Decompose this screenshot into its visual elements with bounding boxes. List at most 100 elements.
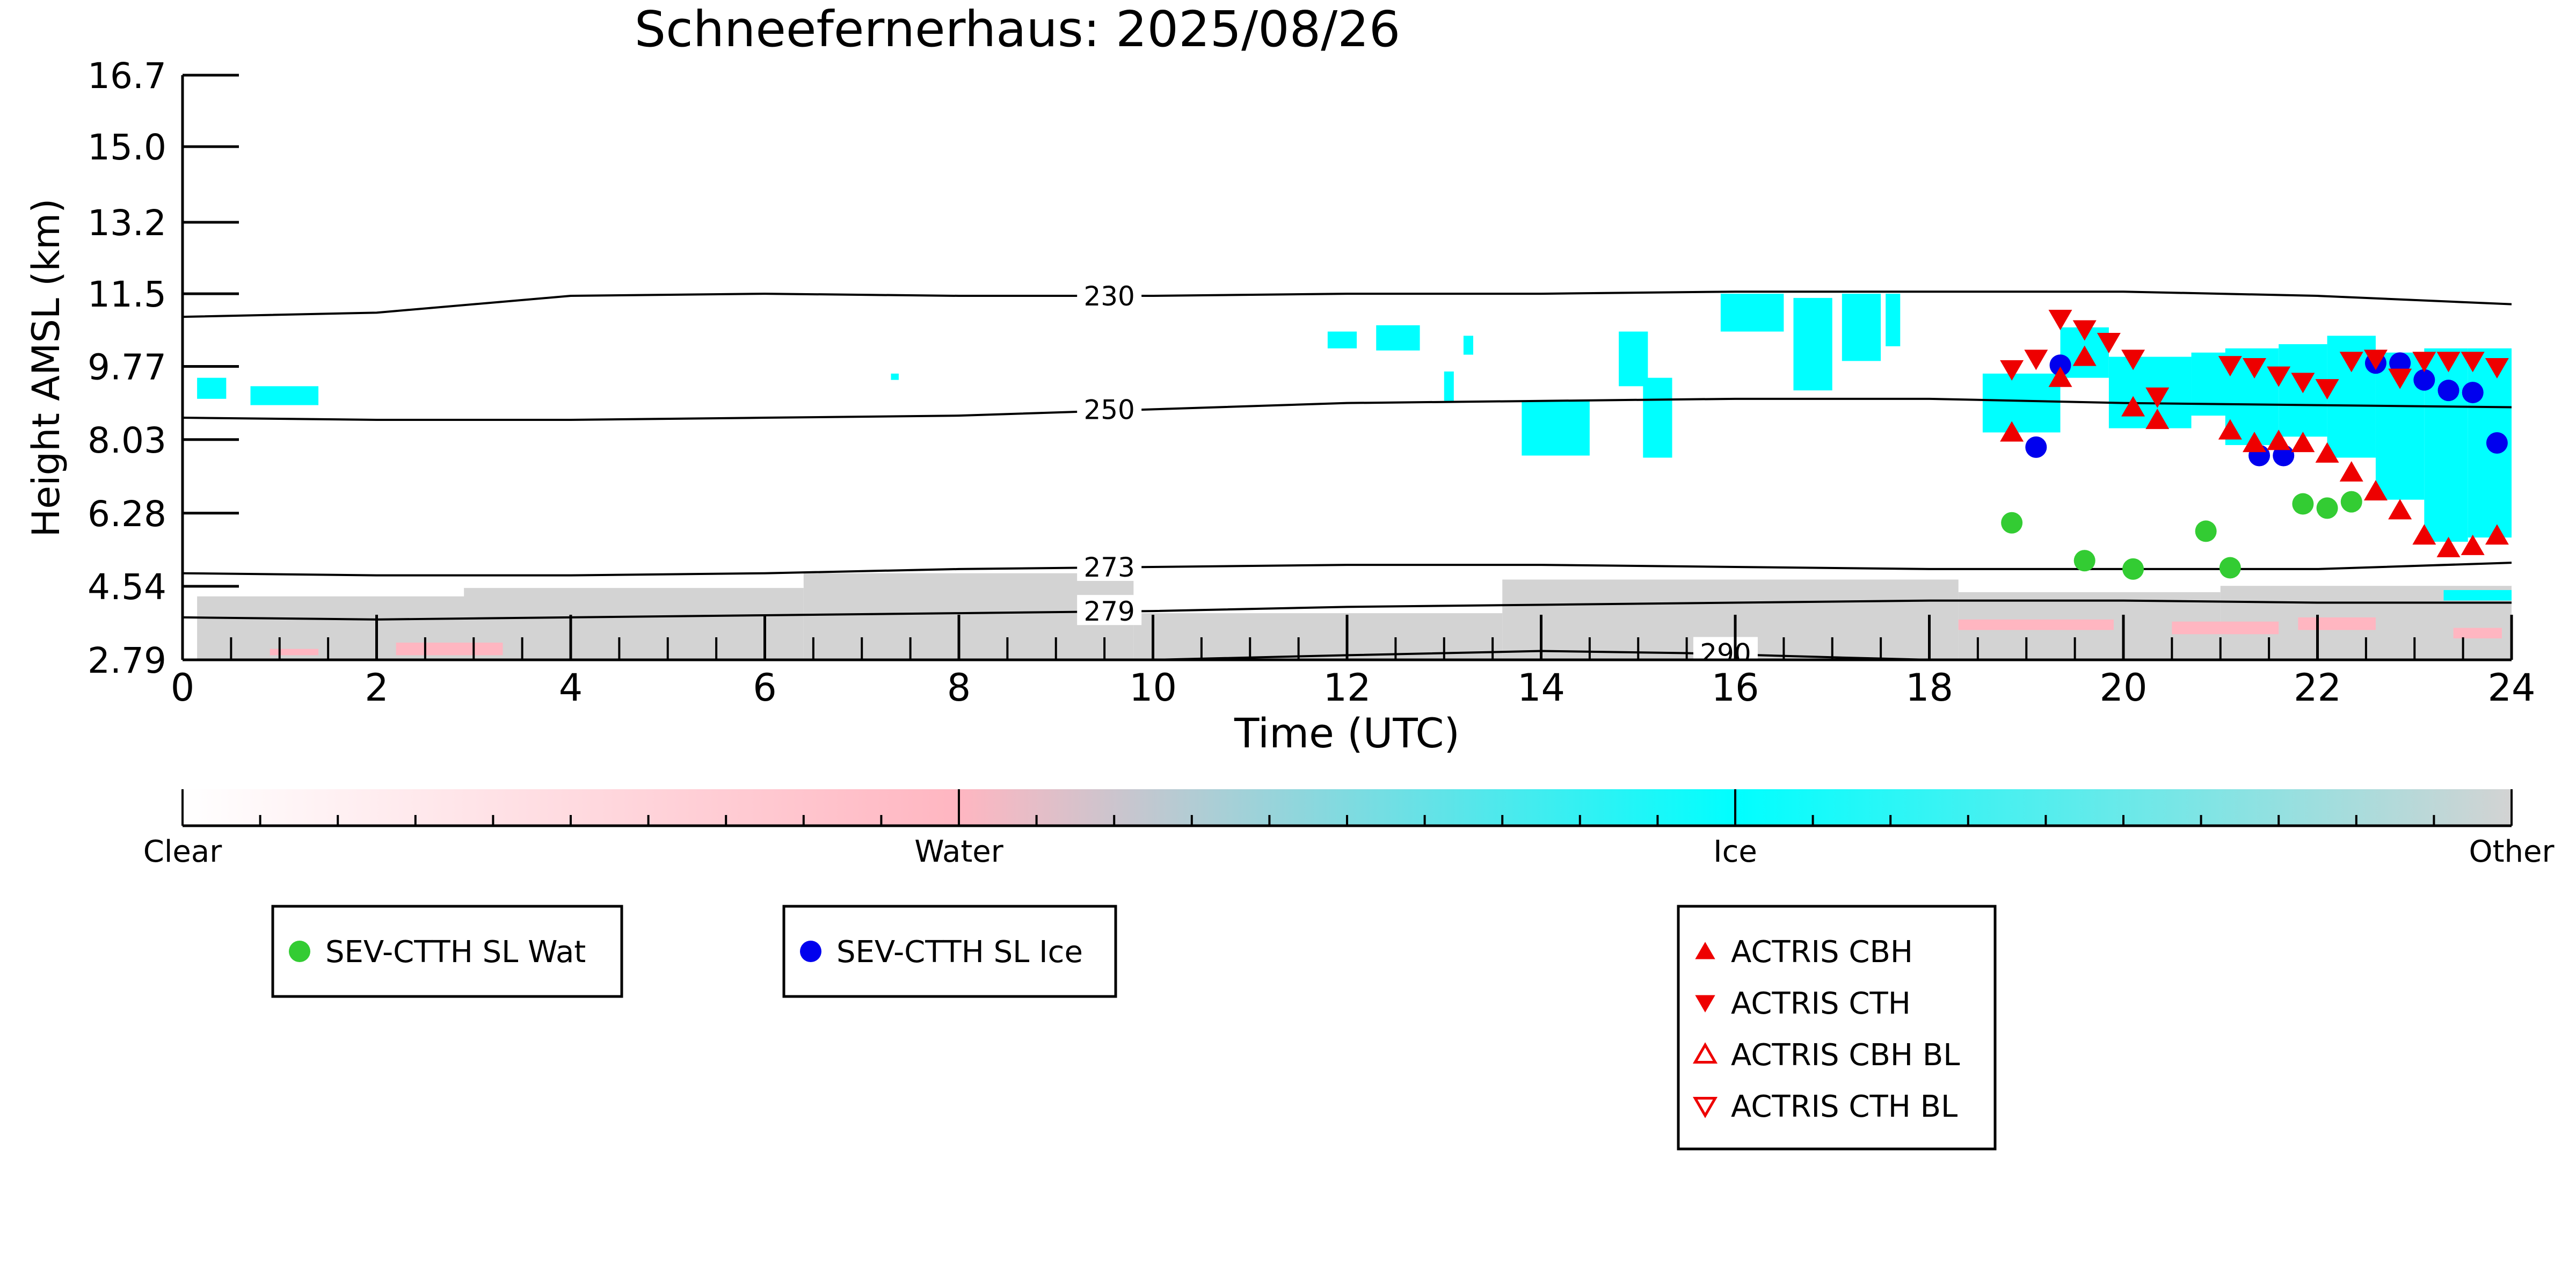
colorbar-label: Other [2469,834,2555,869]
actris-cbh-marker [2072,345,2097,366]
contour-label: 290 [1700,638,1751,669]
contour-line [183,397,2512,421]
contour-label: 250 [1083,394,1134,425]
actris-cth-marker [2485,358,2509,379]
y-tick-label: 13.2 [88,202,166,244]
legend-box [1677,905,1997,1151]
y-axis-label: Height AMSL (km) [24,199,68,537]
actris-cth-marker [2218,356,2242,377]
contour-label-background [1693,637,1758,660]
colorbar-label: Ice [1713,834,1757,869]
ice-mask-region [1619,331,1648,387]
actris-cth-legend-marker [1695,995,1715,1013]
water-mask-region [270,649,319,656]
x-tick-label: 16 [1711,666,1759,710]
y-tick-label: 4.54 [88,566,166,608]
x-tick-label: 6 [753,666,777,710]
actris-cbh-marker [2363,480,2388,501]
ice-mask-region [1720,294,1784,332]
actris-cth-marker [2436,352,2461,373]
y-tick-label: 16.7 [88,55,166,97]
contour-label-background [1077,550,1142,581]
y-axis-ticks: 2.79 4.54 6.28 8.03 9.77 11.5 13.2 15.0 16.7 [88,55,239,681]
sev-ctth-sl-wat-marker [2292,493,2314,515]
x-axis-ticks: 0 2 4 6 8 10 12 14 16 18 20 22 24 [171,615,2536,710]
ice-mask-region [1793,297,1832,391]
actris-cth-marker [2121,350,2145,370]
contour-label-background [1077,280,1142,310]
ice-mask-region [1886,294,1901,346]
chart-title: Schneefernerhaus: 2025/08/26 [635,1,1401,58]
sev-ctth-sl-wat-marker [2073,550,2095,572]
actris-cbh-marker [2218,419,2242,440]
y-tick-label: 9.77 [88,347,166,388]
legend-label: SEV-CTTH SL Wat [325,935,586,970]
water-mask-region [2453,628,2502,639]
data-markers [2000,309,2509,580]
actris-cth-marker [2243,358,2267,379]
y-tick-label: 2.79 [88,640,166,681]
legend: SEV-CTTH SL Wat SEV-CTTH SL Ice ACTRIS CBH… [271,905,1997,1151]
x-tick-label: 12 [1323,666,1371,710]
sev-ctth-sl-ice-marker [2462,382,2484,404]
ice-mask-region [1376,325,1420,351]
x-tick-label: 14 [1517,666,1565,710]
actris-cbh-legend-marker [1695,942,1715,959]
x-tick-label: 4 [559,666,583,710]
actris-cth-marker [2267,366,2291,387]
contour-label: 279 [1083,596,1134,627]
actris-cth-marker [2315,379,2339,400]
sev-ctth-sl-wat-marker [2316,497,2338,519]
actris-cth-marker [2461,352,2485,373]
actris-cth-marker [2339,352,2363,373]
actris-cbh-marker [2388,499,2412,520]
sev-ctth-sl-ice-marker [2049,354,2071,376]
legend-box [271,905,623,998]
actris-cbh-marker [2485,524,2509,545]
actris-cbh-marker [2121,396,2145,417]
colorbar-ticks: Clear Water Ice Other [143,789,2555,869]
water-mask-region [1958,619,2114,630]
actris-cbh-marker [2048,366,2072,387]
y-tick-label: 8.03 [88,420,166,461]
actris-cbh-marker [2339,461,2363,482]
contour-label-background [1077,393,1142,424]
sev-ctth-sl-wat-legend-marker [289,941,310,962]
y-tick-label: 11.5 [88,274,166,315]
legend-label: ACTRIS CTH BL [1731,1089,1958,1124]
legend-label: ACTRIS CBH [1731,935,1913,970]
ice-mask-region [2443,590,2512,601]
x-tick-label: 24 [2487,666,2535,710]
actris-cth-marker [2363,350,2388,370]
colorbar-label: Water [914,834,1004,869]
contour-label-background [1077,595,1142,625]
ice-mask-region [1463,336,1473,355]
sev-ctth-sl-wat-marker [2195,520,2217,542]
sev-ctth-sl-ice-legend-marker [800,941,821,962]
y-tick-label: 15.0 [88,127,166,168]
actris-cbh-bl-legend-marker [1692,1042,1718,1064]
classification-shading [197,294,2512,660]
actris-cbh-marker [2461,534,2485,555]
x-tick-label: 22 [2294,666,2341,710]
ice-mask-region [250,386,319,405]
contour-line [183,290,2512,318]
ice-mask-region [1522,401,1590,456]
ice-mask-region [891,373,899,380]
actris-cth-marker [2291,373,2315,394]
x-axis-label: Time (UTC) [1234,709,1460,757]
y-tick-label: 6.28 [88,493,166,535]
ice-mask-region [197,377,227,399]
actris-cth-marker [2000,360,2024,381]
x-tick-label: 10 [1129,666,1177,710]
contour-label: 230 [1083,281,1134,312]
actris-cbh-marker [2315,442,2339,463]
ice-mask-region [1842,294,1881,361]
legend-box [782,905,1117,998]
ice-mask-region [1982,373,2061,433]
actris-cth-marker [2412,352,2436,373]
ice-mask-region [1643,377,1672,458]
sev-ctth-sl-wat-marker [2122,558,2144,580]
actris-cbh-marker [2291,432,2315,453]
